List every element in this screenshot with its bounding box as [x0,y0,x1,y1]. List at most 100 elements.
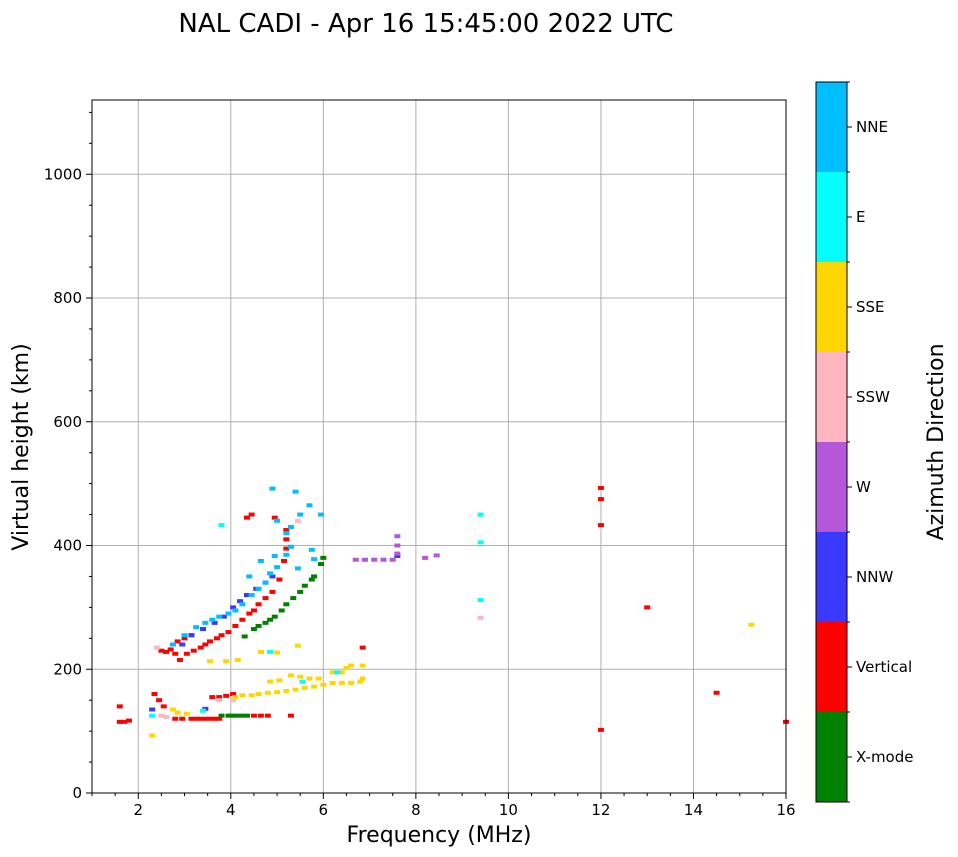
data-point [190,648,197,653]
data-point [301,685,308,690]
data-point [153,645,160,650]
data-point [278,608,285,613]
data-point [116,719,123,724]
data-point [181,636,188,641]
data-point [202,620,209,625]
data-point [318,562,325,567]
data-point [179,642,186,647]
data-point [597,523,604,528]
data-point [301,583,308,588]
colorbar-segment [816,82,847,172]
data-point [239,713,246,718]
data-point [292,687,299,692]
data-point [200,627,207,632]
x-tick-label: 2 [133,801,143,819]
data-point [274,690,281,695]
data-point [116,704,123,709]
data-point [274,518,281,523]
colorbar-frame [815,81,848,803]
data-point [329,680,336,685]
colorbar-label: Vertical [856,658,912,676]
data-point [352,557,359,562]
data-point [230,713,237,718]
data-point [250,713,257,718]
data-point [246,611,253,616]
colorbar-segment [816,532,847,622]
data-point [283,552,290,557]
colorbar-label: NNE [856,118,888,136]
data-point [126,718,133,723]
data-point [294,566,301,571]
data-point [255,692,262,696]
data-point [183,651,190,656]
data-point [151,692,158,696]
y-tick-label: 0 [72,784,82,802]
data-point [297,674,304,679]
data-point [348,663,355,668]
data-point [287,524,294,529]
data-point [169,642,176,647]
data-point [306,503,313,508]
colorbar-segment [816,352,847,442]
data-point [359,676,366,681]
data-point [271,554,278,559]
data-point [200,708,207,713]
data-point [225,611,232,616]
data-point [320,682,327,687]
data-point [174,639,181,644]
colorbar-title: Azimuth Direction [924,343,949,540]
data-point [220,614,227,619]
data-point [294,643,301,648]
data-point [334,670,341,675]
data-point [320,555,327,560]
data-point [297,512,304,517]
data-point [644,605,651,610]
data-point [230,698,237,703]
data-point [271,515,278,520]
series-w [352,534,440,562]
data-point [206,639,213,644]
data-point [274,650,281,655]
data-point [223,659,230,664]
data-point [257,558,264,563]
data-point [371,557,378,562]
series-e [149,512,484,718]
colorbar-label: SSW [856,388,890,406]
data-point [267,679,274,684]
data-point [239,602,246,607]
data-point [237,599,244,604]
x-axis-label: Frequency (MHz) [347,823,532,848]
data-point [299,679,306,684]
data-point [243,593,250,597]
data-point [121,719,128,724]
data-point [216,698,223,703]
data-point [338,680,345,685]
data-point [394,551,401,556]
colorbar-label: NNW [856,568,893,586]
data-point [748,622,755,627]
series-ssw [153,518,484,719]
data-point [211,620,218,625]
data-point [216,695,223,700]
data-point [287,673,294,678]
data-point [262,580,269,585]
data-point [234,713,241,718]
y-axis-ticks: 0 200 400 600 800 1000 [44,111,92,802]
colorbar-segment [816,442,847,532]
data-point [269,574,276,579]
data-point [172,716,179,721]
data-point [225,630,232,635]
data-point [250,627,257,632]
data-point [149,733,156,738]
data-point [318,512,325,517]
data-point [306,676,313,681]
data-point [389,557,396,562]
data-point [361,557,368,562]
data-point [329,670,336,675]
data-point [380,557,387,562]
data-point [176,657,183,662]
data-point [281,558,288,563]
colorbar: X-mode Vertical NNW W SSW SSE E NNE [815,81,913,803]
data-point [477,597,484,602]
